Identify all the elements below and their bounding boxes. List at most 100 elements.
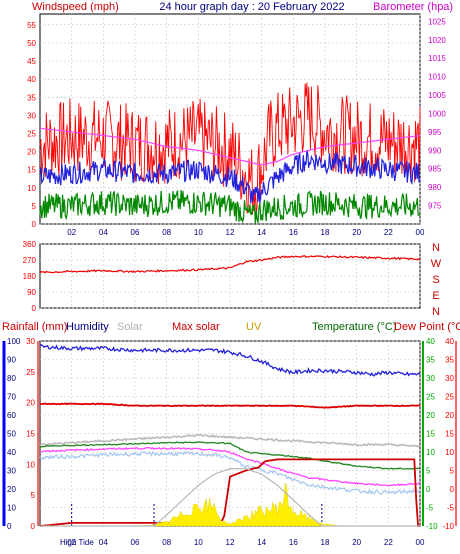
temp-tick: 40 xyxy=(426,337,435,346)
wind-x-tick: 18 xyxy=(321,228,330,237)
wind-series-gust xyxy=(39,82,421,216)
barometer-tick: 985 xyxy=(428,165,442,174)
legend-uv: UV xyxy=(246,321,262,333)
climate-x-tick: 08 xyxy=(162,538,171,547)
direction-y-ticks: 0 90 180 270 360 xyxy=(23,240,37,313)
humidity-tick: 80 xyxy=(7,374,16,383)
barometer-axis-title: Barometer (hpa) xyxy=(373,1,453,13)
barometer-tick: 995 xyxy=(428,128,442,137)
climate-x-tick: 20 xyxy=(352,538,361,547)
rain-tick: 10 xyxy=(26,460,35,469)
wind-x-tick: 06 xyxy=(131,228,140,237)
temp-tick: 30 xyxy=(426,374,435,383)
wind-y-tick: 30 xyxy=(27,111,36,120)
high-tide-label: High Tide xyxy=(60,538,94,547)
wind-x-tick: 12 xyxy=(226,228,235,237)
climate-series-solar-curve xyxy=(40,468,420,527)
barometer-ticks: 975 980 985 990 995 1000 1005 1010 1015 1020 1025 xyxy=(428,17,446,210)
direction-y-tick: 90 xyxy=(27,288,36,297)
climate-x-tick: 16 xyxy=(289,538,298,547)
climate-x-ticks: 02 04 06 08 10 12 14 16 18 20 22 00 xyxy=(67,538,425,547)
wind-y-tick: 40 xyxy=(27,75,36,84)
climate-series-apparent xyxy=(39,450,421,495)
climate-axes: 0102030405060708090100051015202530-10-50… xyxy=(2,337,457,531)
climate-x-tick: 06 xyxy=(131,538,140,547)
barometer-tick: 975 xyxy=(428,202,442,211)
barometer-tick: 1020 xyxy=(428,36,446,45)
wind-x-tick: 22 xyxy=(384,228,393,237)
temp-tick: 25 xyxy=(426,393,435,402)
climate-series-solar xyxy=(39,433,421,448)
wind-y-tick: 15 xyxy=(27,166,36,175)
legend-solar: Solar xyxy=(117,321,143,333)
humidity-tick: 70 xyxy=(7,393,16,402)
wind-series-barometer xyxy=(39,127,421,166)
direction-y-tick: 270 xyxy=(23,256,37,265)
wind-y-tick: 50 xyxy=(27,39,36,48)
temp-tick: 5 xyxy=(426,467,431,476)
wind-x-tick: 10 xyxy=(194,228,203,237)
dewpoint-tick: 15 xyxy=(445,430,454,439)
wind-series xyxy=(39,82,421,224)
wind-y-tick: 35 xyxy=(27,93,36,102)
wind-y-tick: 25 xyxy=(27,129,36,138)
legend-humidity: Humidity xyxy=(66,321,109,333)
climate-x-tick: 18 xyxy=(321,538,330,547)
compass-label-w: W xyxy=(431,258,442,270)
wind-x-tick: 14 xyxy=(257,228,266,237)
temp-tick: 20 xyxy=(426,411,435,420)
dewpoint-tick: -5 xyxy=(447,504,455,513)
dewpoint-tick: 20 xyxy=(445,411,454,420)
wind-x-tick: 02 xyxy=(67,228,76,237)
wind-x-tick: 00 xyxy=(416,228,425,237)
legend-temperature: Temperature (°C) xyxy=(312,321,396,333)
wind-y-ticks: 0 5 10 15 20 25 30 35 40 45 50 55 xyxy=(27,21,36,229)
climate-x-tick: 12 xyxy=(226,538,235,547)
wind-y-tick: 0 xyxy=(32,220,37,229)
humidity-tick: 40 xyxy=(7,448,16,457)
dewpoint-tick: 35 xyxy=(445,356,454,365)
rain-tick: 0 xyxy=(31,522,36,531)
humidity-tick: 0 xyxy=(7,522,12,531)
climate-x-tick: 22 xyxy=(384,538,393,547)
temp-tick: -10 xyxy=(426,522,438,531)
temp-tick: 35 xyxy=(426,356,435,365)
direction-y-tick: 360 xyxy=(23,240,37,249)
wind-x-tick: 16 xyxy=(289,228,298,237)
barometer-tick: 1000 xyxy=(428,109,446,118)
humidity-tick: 10 xyxy=(7,504,16,513)
wind-x-tick: 20 xyxy=(352,228,361,237)
compass-label-n: N xyxy=(432,242,440,254)
dewpoint-tick: 0 xyxy=(450,485,455,494)
climate-series-dew-point-c- xyxy=(39,446,421,487)
humidity-tick: 100 xyxy=(7,337,21,346)
climate-x-tick: 10 xyxy=(194,538,203,547)
climate-x-tick: 02 xyxy=(67,538,76,547)
dewpoint-tick: 30 xyxy=(445,374,454,383)
dewpoint-tick: 25 xyxy=(445,393,454,402)
rain-tick: 20 xyxy=(26,399,35,408)
direction-series-line xyxy=(39,254,421,274)
humidity-tick: 50 xyxy=(7,430,16,439)
dewpoint-tick: -10 xyxy=(442,522,454,531)
barometer-tick: 1025 xyxy=(428,17,446,26)
direction-series xyxy=(39,254,421,274)
legend-dew_point: Dew Point (°C) xyxy=(394,321,460,333)
barometer-tick: 990 xyxy=(428,146,442,155)
humidity-tick: 60 xyxy=(7,411,16,420)
wind-y-tick: 5 xyxy=(32,202,37,211)
barometer-tick: 1015 xyxy=(428,54,446,63)
wind-grid xyxy=(40,14,421,225)
barometer-tick: 1010 xyxy=(428,73,446,82)
temp-tick: -5 xyxy=(426,504,434,513)
wind-series-minimum xyxy=(39,189,421,224)
chart-title: 24 hour graph day : 20 February 2022 xyxy=(159,1,344,13)
climate-series-rainfall-mm- xyxy=(39,458,420,527)
humidity-tick: 30 xyxy=(7,467,16,476)
wind-y-tick: 55 xyxy=(27,21,36,30)
wind-y-tick: 45 xyxy=(27,57,36,66)
humidity-tick: 20 xyxy=(7,485,16,494)
rain-tick: 5 xyxy=(31,491,36,500)
